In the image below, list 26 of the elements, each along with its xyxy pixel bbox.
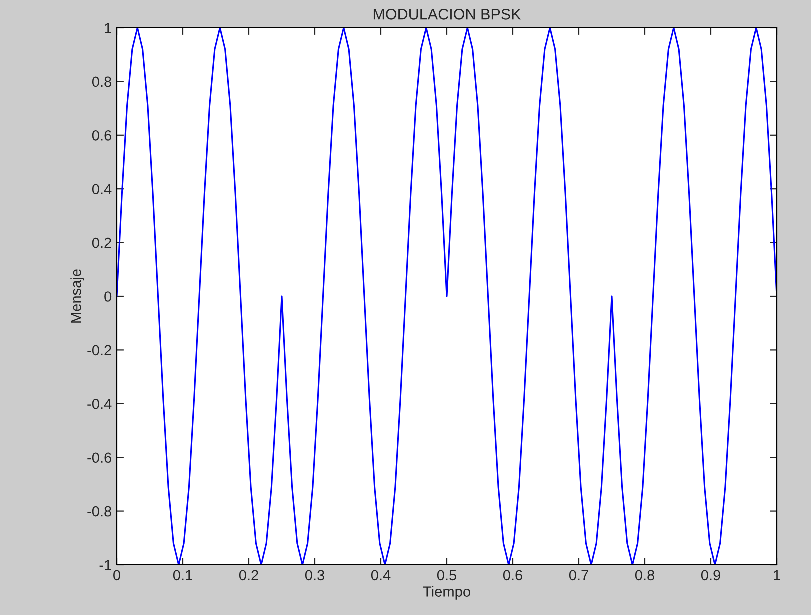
y-tick-label: -0.4 (88, 399, 112, 410)
y-tick-label: 0.2 (92, 238, 112, 248)
y-tick-label: 0.4 (92, 184, 112, 195)
y-tick-label: 1 (105, 23, 112, 34)
y-axis-title: Mensaje (70, 270, 84, 323)
y-tick-label: -0.2 (88, 345, 112, 356)
x-tick-label: 0.5 (437, 570, 457, 581)
chart-title: MODULACION BPSK (374, 9, 522, 20)
y-tick-label: 0.6 (92, 130, 112, 141)
x-axis-title: Tiempo (423, 586, 470, 600)
x-tick-label: 0.4 (371, 570, 391, 581)
line-series (117, 28, 777, 565)
x-tick-label: 0.2 (239, 570, 258, 581)
x-tick-label: 0.8 (635, 570, 655, 581)
y-tick-label: 0 (104, 292, 112, 302)
x-tick-label: 0.1 (173, 570, 192, 581)
x-tick-label: 0.9 (701, 570, 720, 581)
y-tick-label: -0.8 (88, 506, 112, 517)
x-tick-label: 0.7 (569, 570, 588, 581)
y-tick-label: -1 (100, 560, 112, 570)
x-tick-label: 1 (774, 570, 780, 580)
x-tick-label: 0.3 (305, 570, 324, 581)
x-tick-label: 0.6 (503, 570, 522, 581)
y-tick-label: -0.6 (88, 452, 112, 464)
y-tick-label: 0.8 (92, 76, 112, 88)
x-tick-label: 0 (114, 570, 120, 581)
